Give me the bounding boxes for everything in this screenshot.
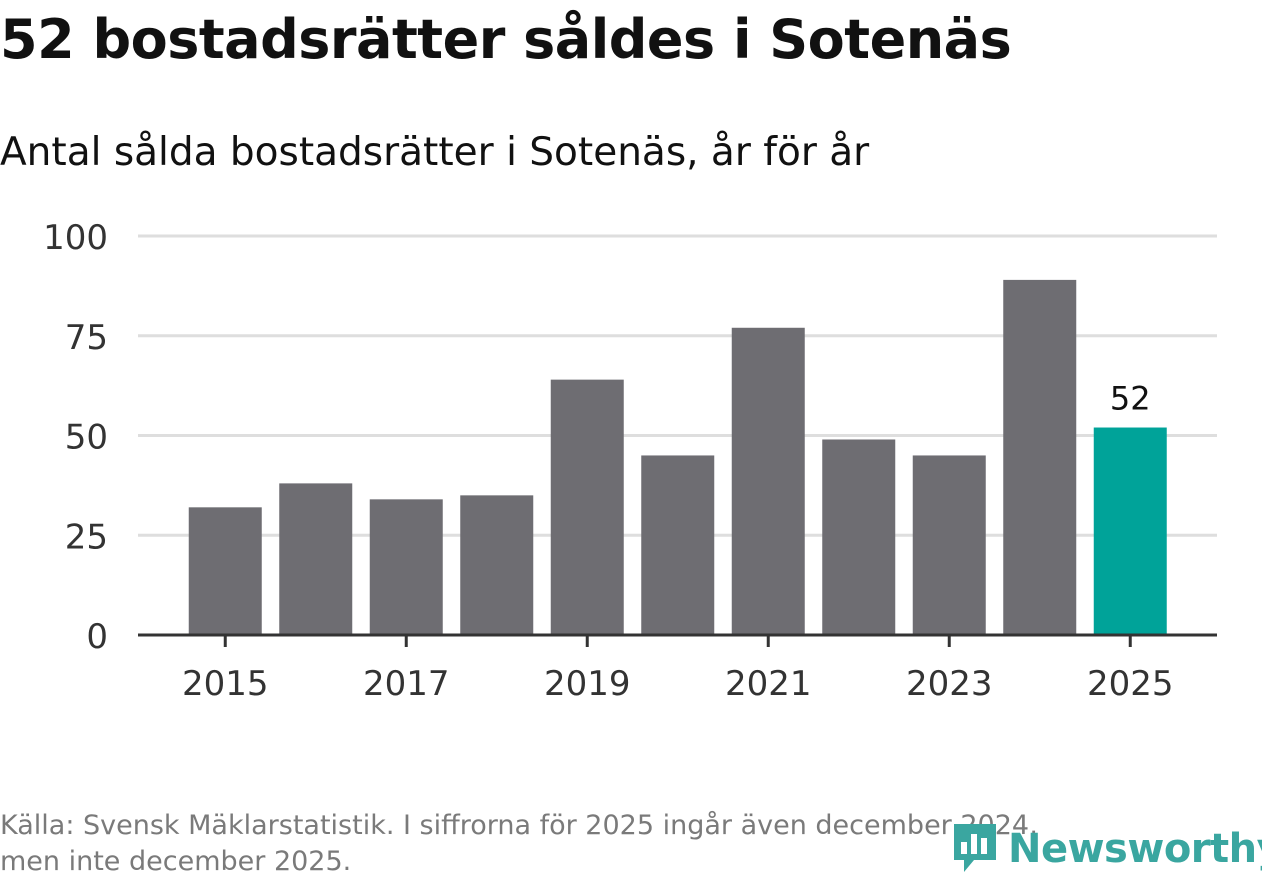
bar-2020: [641, 455, 715, 635]
x-tick-label-2025: 2025: [1087, 664, 1174, 704]
x-tick-label-2017: 2017: [363, 664, 450, 704]
bar-2022: [822, 439, 896, 635]
y-tick-label-50: 50: [65, 418, 108, 458]
y-tick-label-0: 0: [86, 617, 108, 657]
data-label-2025: 52: [1110, 380, 1151, 418]
bar-2016: [279, 483, 353, 635]
newsworthy-logo: Newsworthy: [950, 822, 1262, 876]
y-tick-label-100: 100: [43, 218, 108, 258]
bar-2021: [731, 327, 805, 635]
newsworthy-logo-text: Newsworthy: [1008, 826, 1262, 872]
chart-subtitle: Antal sålda bostadsrätter i Sotenäs, år …: [0, 130, 870, 175]
bar-2015: [188, 507, 262, 635]
bar-2017: [369, 499, 443, 635]
bar-2019: [550, 379, 624, 635]
chart-title: 52 bostadsrätter såldes i Sotenäs: [0, 8, 1012, 71]
newsworthy-logo-icon: [950, 820, 1000, 878]
source-line-1: Källa: Svensk Mäklarstatistik. I siffror…: [0, 810, 1038, 841]
y-tick-label-25: 25: [65, 517, 108, 557]
bar-2023: [912, 455, 986, 635]
x-tick-label-2021: 2021: [725, 664, 812, 704]
source-note: Källa: Svensk Mäklarstatistik. I siffror…: [0, 808, 1200, 880]
x-tick-label-2023: 2023: [906, 664, 993, 704]
bar-2018: [460, 495, 534, 635]
bar-2025: [1093, 427, 1167, 635]
source-line-2: men inte december 2025.: [0, 846, 352, 877]
x-tick-label-2015: 2015: [182, 664, 269, 704]
x-tick-label-2019: 2019: [544, 664, 631, 704]
bar-2024: [1003, 279, 1077, 635]
y-tick-label-75: 75: [65, 318, 108, 358]
